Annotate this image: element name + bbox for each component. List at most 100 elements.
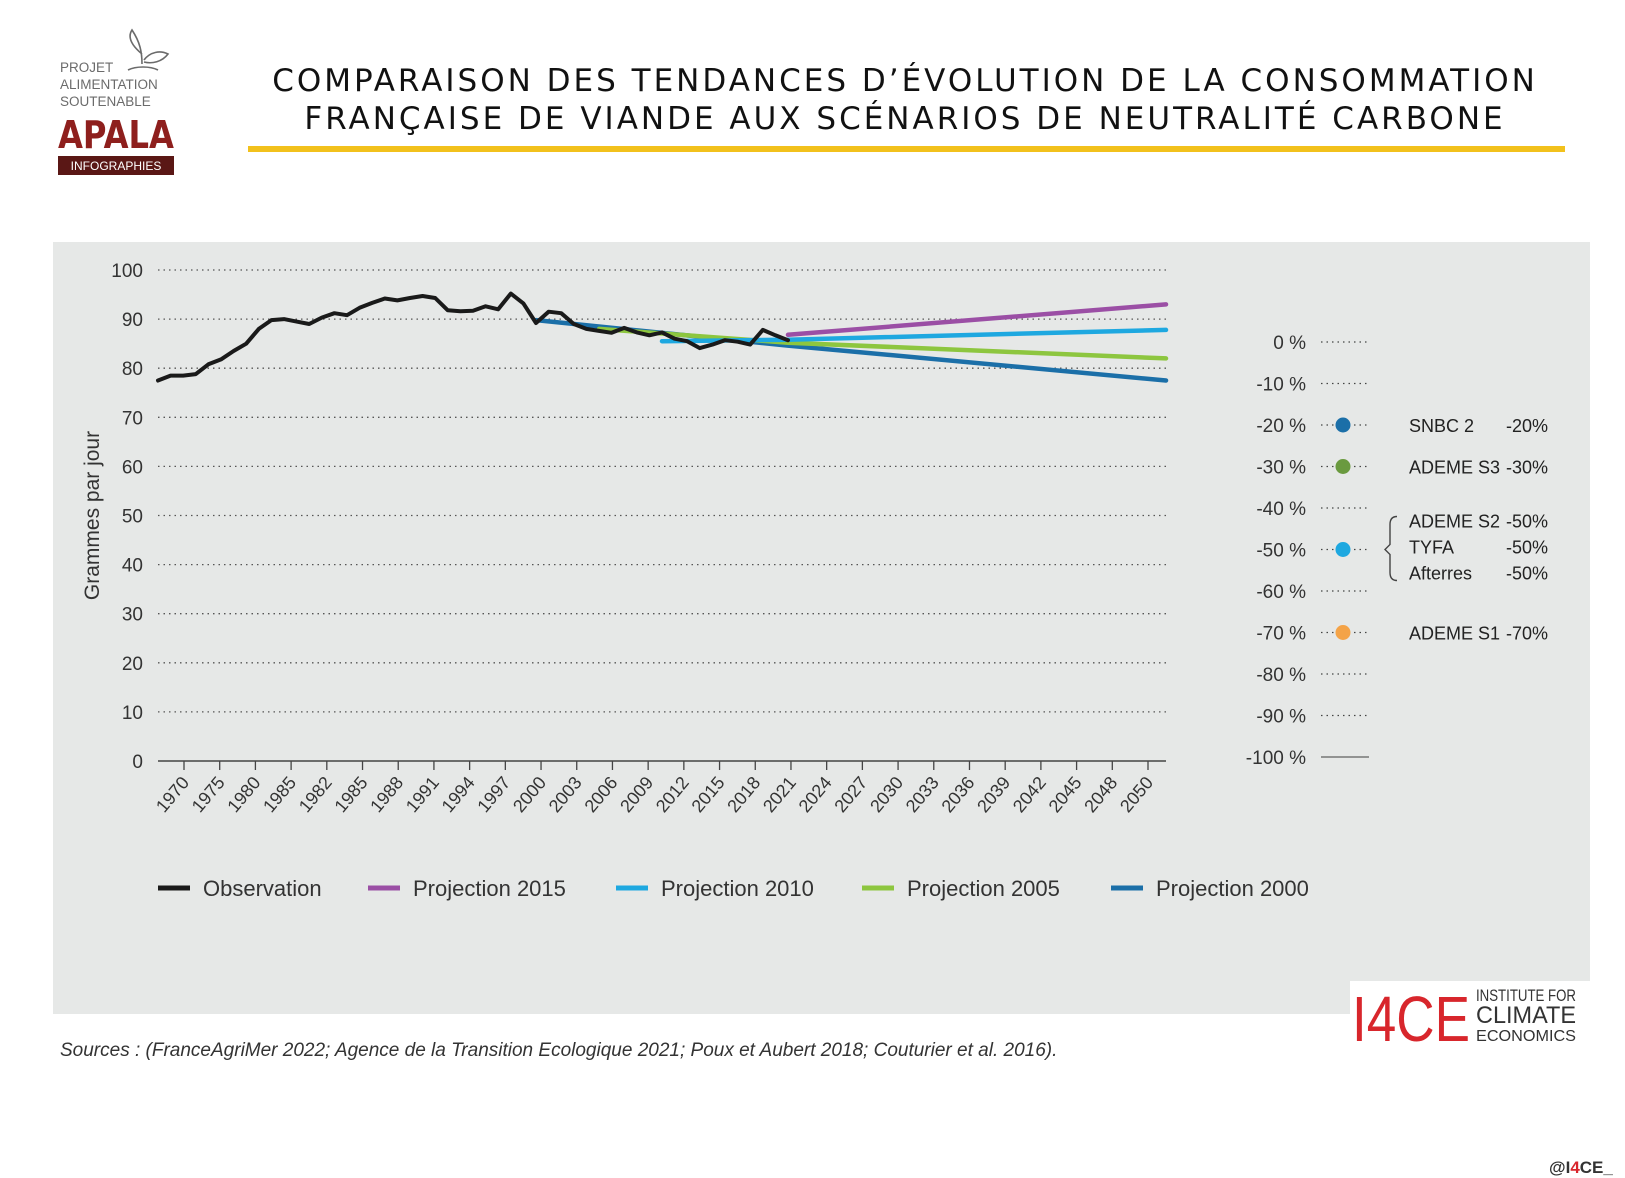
scenario-tick-label: -40 %	[1256, 499, 1306, 520]
title-underline	[248, 146, 1565, 152]
logo-name: APALA	[58, 113, 174, 157]
scenario-tick-label: -60 %	[1256, 582, 1306, 603]
i4ce-line-3: ECONOMICS	[1476, 1028, 1576, 1045]
y-tick-label: 20	[122, 654, 143, 675]
logo-project-line-3: SOUTENABLE	[60, 94, 151, 109]
scenario-value: -50%	[1506, 512, 1548, 532]
y-tick-label: 70	[122, 408, 143, 429]
y-tick-label: 60	[122, 457, 143, 478]
scenario-name: SNBC 2	[1409, 416, 1474, 436]
i4ce-logo-bg	[1350, 981, 1590, 1049]
x-tick-label: 1985	[331, 773, 372, 817]
logo-project-line-2: ALIMENTATION	[60, 77, 158, 92]
x-tick-label: 2021	[759, 773, 800, 817]
scenario-tick-label: -90 %	[1256, 707, 1306, 728]
scenario-marker	[1335, 542, 1351, 557]
x-tick-label: 1985	[259, 773, 300, 817]
x-tick-label: 1988	[366, 773, 407, 817]
legend-label: Projection 2005	[907, 876, 1060, 901]
x-tick-label: 2012	[652, 773, 693, 817]
x-tick-label: 2048	[1080, 773, 1121, 817]
grid-layer	[158, 269, 1166, 713]
scenario-name: ADEME S3	[1409, 458, 1500, 478]
scenario-tick-label: -50 %	[1256, 541, 1306, 562]
x-tick-label: 2042	[1009, 773, 1050, 817]
legend-label: Observation	[203, 876, 322, 901]
legend-label: Projection 2010	[661, 876, 814, 901]
scenario-tick-label: -70 %	[1256, 624, 1306, 645]
scenario-value: -70%	[1506, 624, 1548, 644]
scenario-name: ADEME S1	[1409, 624, 1500, 644]
x-tick-label: 2015	[688, 773, 729, 817]
chart-panel: 0 10 20 30 40 50 60 70 80 90 100 1970 1975 1980 1985 19…	[53, 242, 1613, 1177]
scenario-name: ADEME S2	[1409, 512, 1500, 532]
credit-handle: @I4CE_	[1549, 1158, 1613, 1178]
x-tick-label: 1991	[402, 773, 443, 817]
x-tick-label: 2050	[1116, 773, 1157, 817]
x-tick-label: 1980	[223, 773, 264, 817]
x-tick-label: 2027	[830, 773, 871, 817]
x-tick-label: 1997	[473, 773, 514, 817]
sources-note: Sources : (FranceAgriMer 2022; Agence de…	[60, 1040, 1058, 1061]
y-tick-label: 40	[122, 556, 143, 577]
x-tick-label: 2009	[616, 773, 657, 817]
credit-prefix: @I	[1549, 1158, 1571, 1177]
x-tick-label: 2036	[937, 773, 978, 817]
scenario-tick-label: -80 %	[1256, 665, 1306, 686]
scenario-tick-label: -20 %	[1256, 416, 1306, 437]
series-line-projection-2015	[785, 302, 1169, 338]
credit-four: 4	[1570, 1158, 1580, 1177]
i4ce-mark: I4CE	[1352, 983, 1470, 1049]
logo-project-line-1: PROJET	[60, 60, 113, 75]
title-line-1: COMPARAISON DES TENDANCES D’ÉVOLUTION DE…	[272, 63, 1538, 99]
y-tick-label: 10	[122, 703, 143, 724]
scenario-group-brace	[1384, 515, 1398, 582]
sprout-icon	[127, 28, 170, 71]
x-tick-label: 1970	[152, 773, 193, 817]
x-tick-label: 2024	[795, 773, 836, 817]
scenario-name: Afterres	[1409, 564, 1472, 584]
y-tick-label: 30	[122, 605, 143, 626]
i4ce-line-2: CLIMATE	[1476, 1002, 1576, 1029]
logo-tag-bg	[58, 156, 174, 175]
page-title: COMPARAISON DES TENDANCES D’ÉVOLUTION DE…	[245, 62, 1565, 138]
scenario-marker	[1335, 625, 1351, 640]
x-tick-label: 2045	[1045, 773, 1086, 817]
i4ce-line-1: INSTITUTE FOR	[1476, 986, 1576, 1005]
apala-logo: PROJET ALIMENTATION SOUTENABLE APALA INF…	[58, 28, 174, 175]
x-tick-label: 1975	[188, 773, 229, 817]
x-tick-label: 2006	[580, 773, 621, 817]
x-tick-label: 2018	[723, 773, 764, 817]
scenario-value: -50%	[1506, 564, 1548, 584]
y-tick-label: 50	[122, 507, 143, 528]
x-tick-label: 2039	[973, 773, 1014, 817]
y-tick-label: 90	[122, 310, 143, 331]
y-tick-label: 0	[132, 752, 143, 773]
scenario-tick-label: -30 %	[1256, 458, 1306, 479]
legend-label: Projection 2015	[413, 876, 566, 901]
scenario-value: -50%	[1506, 538, 1548, 558]
series-line-observation	[156, 291, 790, 383]
x-tick-label: 2030	[866, 773, 907, 817]
series-line-projection-2010	[659, 327, 1169, 344]
scenario-marker	[1335, 459, 1351, 474]
x-tick-label: 2033	[902, 773, 943, 817]
scenario-marker	[1335, 417, 1351, 433]
x-tick-label: 1994	[438, 773, 479, 817]
scenario-tick-label: 0 %	[1273, 333, 1306, 354]
title-line-2: FRANÇAISE DE VIANDE AUX SCÉNARIOS DE NEU…	[304, 101, 1506, 137]
y-tick-label: 100	[111, 261, 143, 282]
series-layer	[156, 291, 1169, 383]
x-tick-label: 2000	[509, 773, 550, 817]
x-tick-label: 1982	[295, 773, 336, 817]
legend-label: Projection 2000	[1156, 876, 1309, 901]
logo-tag: INFOGRAPHIES	[71, 159, 162, 173]
credit-suffix: CE_	[1579, 1158, 1613, 1177]
y-tick-label: 80	[122, 359, 143, 380]
chart: 0102030405060708090100197019751980198519…	[81, 261, 1548, 901]
scenario-value: -20%	[1506, 416, 1548, 436]
y-axis-title: Grammes par jour	[81, 431, 104, 600]
legend: Observation Projection 2015 Projection 201…	[158, 876, 1309, 901]
scenario-value: -30%	[1506, 458, 1548, 478]
scenario-name: TYFA	[1409, 538, 1454, 558]
